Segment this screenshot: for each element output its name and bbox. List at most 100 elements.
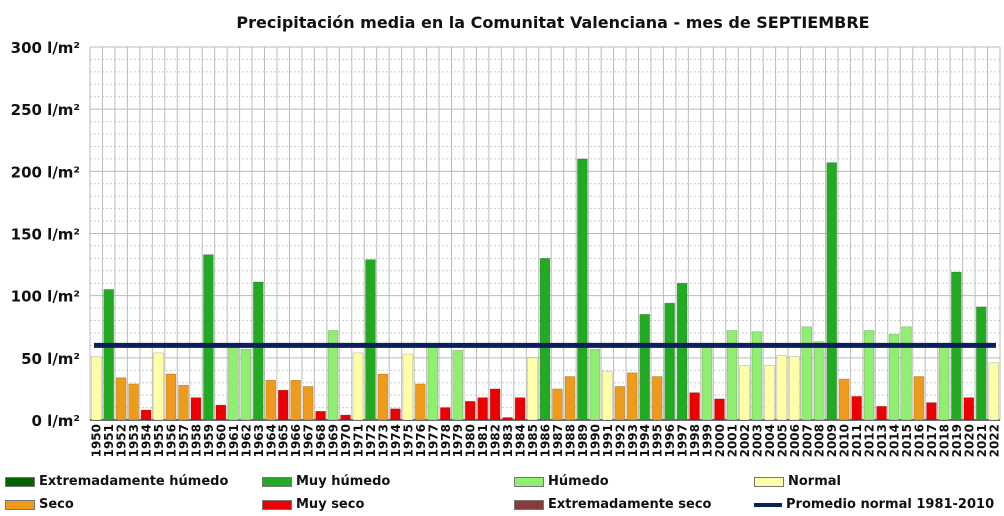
x-tick-label: 1967 [302,424,316,457]
y-tick-label: 200 l/m² [11,163,80,181]
x-tick-label: 2005 [775,424,789,457]
bar-2008 [814,341,825,421]
bar-2014 [888,333,900,421]
x-tick-label: 1955 [152,424,166,457]
bar-1984 [514,397,526,421]
legend-swatch [262,499,292,510]
x-tick-label: 1960 [214,424,228,457]
x-tick-label: 1980 [464,424,478,457]
bar-1967 [302,386,314,421]
bar-1965 [277,389,289,421]
legend-item-ms: Muy seco [262,497,364,512]
legend-item-s: Seco [5,497,74,512]
bar-1994 [639,314,650,421]
x-tick-label: 1984 [514,424,528,457]
bar-1999 [701,345,713,421]
bar-1996 [664,302,675,421]
y-tick-label: 50 l/m² [21,350,80,368]
bar-1970 [340,414,351,421]
x-tick-label: 1993 [626,424,640,457]
bar-1998 [689,392,700,421]
bar-1982 [489,388,501,421]
legend-item-mh: Muy húmedo [262,474,390,489]
bar-1976 [415,383,426,421]
x-tick-label: 2012 [863,424,877,457]
x-tick-label: 2002 [738,424,752,457]
legend-item-h: Húmedo [514,474,609,489]
bar-1956 [165,373,177,421]
x-tick-label: 1959 [202,424,216,457]
x-tick-label: 1953 [127,424,141,457]
bar-2011 [851,396,862,421]
bar-1953 [128,383,139,421]
x-tick-label: 1990 [588,424,602,457]
x-tick-label: 1994 [638,424,652,457]
bar-1973 [377,373,389,421]
x-tick-label: 1979 [451,424,465,457]
x-tick-label: 2018 [937,424,951,457]
bar-2018 [938,345,950,421]
legend-swatch [5,499,35,510]
bar-1993 [627,372,638,421]
x-tick-label: 2006 [788,424,802,457]
x-tick-label: 1974 [389,424,403,457]
bar-2000 [714,398,725,421]
legend-swatch [514,499,544,510]
bar-1966 [290,379,301,421]
legend-swatch [754,476,784,487]
x-tick-label: 1991 [601,424,615,457]
x-tick-label: 1951 [102,424,116,457]
bar-1974 [390,408,401,421]
bar-1961 [228,346,239,421]
bar-1991 [602,371,613,421]
x-tick-label: 2004 [763,424,777,457]
x-tick-label: 2013 [875,424,889,457]
bar-2013 [876,406,887,421]
x-tick-label: 1975 [401,424,415,457]
bar-2004 [764,364,775,421]
legend-label: Normal [788,474,841,489]
x-tick-label: 1978 [439,424,453,457]
x-tick-label: 1961 [227,424,241,457]
x-tick-label: 1950 [90,424,104,457]
x-tick-label: 1971 [352,424,366,457]
x-tick-label: 2016 [912,424,926,457]
bar-2022 [988,362,999,421]
bar-2006 [789,356,800,421]
x-tick-label: 1995 [651,424,665,457]
legend-item-es: Extremadamente seco [514,497,711,512]
x-tick-label: 2021 [975,424,989,457]
x-tick-label: 1968 [314,424,328,457]
bar-1951 [103,289,114,421]
x-tick-label: 1966 [289,424,303,457]
x-tick-label: 1965 [277,424,291,457]
bar-1954 [140,409,152,421]
bar-2015 [901,326,912,421]
x-tick-label: 1952 [115,424,129,457]
precipitation-chart: Precipitación media en la Comunitat Vale… [11,13,1002,457]
bar-1979 [452,350,463,421]
x-tick-label: 2022 [987,424,1001,457]
bar-1968 [315,410,326,421]
bar-1985 [527,357,538,421]
bar-2010 [838,378,850,421]
bar-1986 [539,258,551,421]
y-tick-label: 100 l/m² [11,288,80,306]
bar-2020 [963,397,975,421]
x-tick-label: 1987 [551,424,565,457]
x-tick-label: 1997 [676,424,690,457]
y-tick-label: 300 l/m² [11,39,80,57]
bar-1955 [153,352,164,421]
bar-2002 [739,364,750,421]
bar-1977 [427,343,439,421]
x-tick-label: 1956 [165,424,179,457]
x-tick-label: 1985 [526,424,540,457]
x-tick-label: 2009 [825,424,839,457]
legend: Extremadamente húmedo Muy húmedo Húmedo Nor… [0,470,1004,516]
bar-2016 [913,376,925,421]
bar-1971 [352,352,364,421]
legend-swatch [5,476,35,487]
x-tick-label: 1986 [539,424,553,457]
x-tick-label: 1977 [426,424,440,457]
